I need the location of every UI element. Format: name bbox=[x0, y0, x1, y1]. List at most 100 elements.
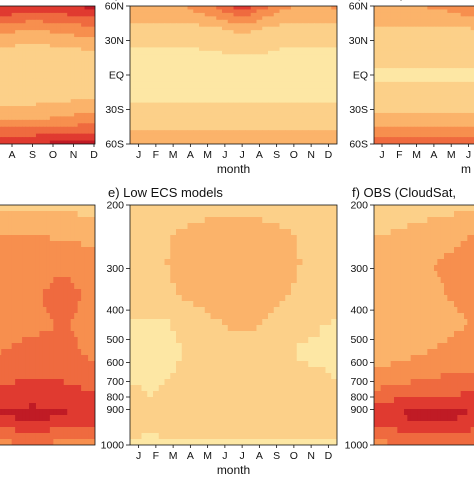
heat-cell bbox=[29, 23, 33, 27]
heat-cell bbox=[39, 120, 43, 124]
heat-cell bbox=[182, 58, 188, 62]
heat-cell bbox=[222, 34, 228, 38]
heat-cell bbox=[1, 16, 5, 20]
heat-cell bbox=[193, 9, 199, 13]
heat-cell bbox=[285, 99, 291, 103]
heat-cell bbox=[53, 9, 57, 13]
heat-cell bbox=[234, 54, 240, 58]
heat-cell bbox=[26, 120, 30, 124]
heat-cell bbox=[64, 23, 68, 27]
heat-cell bbox=[15, 82, 19, 86]
heat-cell bbox=[26, 34, 30, 38]
heat-cell bbox=[71, 65, 75, 69]
heat-cell bbox=[43, 283, 47, 290]
heat-cell bbox=[239, 130, 245, 134]
heat-cell bbox=[29, 277, 33, 284]
heat-cell bbox=[176, 41, 182, 45]
heat-cell bbox=[188, 85, 194, 89]
heat-cell bbox=[39, 23, 43, 27]
heat-cell bbox=[268, 96, 274, 100]
heat-cell bbox=[285, 68, 291, 72]
heat-cell bbox=[46, 47, 50, 51]
heat-cell bbox=[142, 110, 148, 114]
heat-cell bbox=[222, 82, 228, 86]
heat-cell bbox=[182, 54, 188, 58]
heat-cell bbox=[257, 99, 263, 103]
heat-cell bbox=[136, 68, 142, 72]
heat-cell bbox=[60, 217, 64, 224]
heat-cell bbox=[228, 61, 234, 65]
heat-cell bbox=[199, 9, 205, 13]
heat-cell bbox=[39, 259, 43, 266]
heat-cell bbox=[147, 116, 153, 120]
heat-cell bbox=[251, 51, 257, 55]
heat-cell bbox=[67, 295, 71, 302]
heat-cell bbox=[22, 247, 26, 254]
heat-cell bbox=[26, 110, 30, 114]
heat-cell bbox=[1, 6, 5, 10]
heat-cell bbox=[251, 110, 257, 114]
heat-cell bbox=[291, 72, 297, 76]
heat-cell bbox=[136, 120, 142, 124]
heat-cell bbox=[182, 47, 188, 51]
heat-cell bbox=[19, 20, 23, 24]
heat-cell bbox=[33, 54, 37, 58]
heat-cell bbox=[228, 120, 234, 124]
y-tick-label: 30S bbox=[105, 104, 124, 116]
heat-cell bbox=[262, 89, 268, 93]
heat-cell bbox=[245, 96, 251, 100]
heat-cell bbox=[88, 23, 92, 27]
heat-cell bbox=[5, 289, 9, 296]
heat-cell bbox=[85, 289, 89, 296]
heat-cell bbox=[130, 116, 136, 120]
heat-cell bbox=[67, 253, 71, 260]
heat-cell bbox=[78, 82, 82, 86]
heat-cell bbox=[239, 106, 245, 110]
heat-cell bbox=[199, 34, 205, 38]
heat-cell bbox=[308, 16, 314, 20]
heat-cell bbox=[251, 89, 257, 93]
heat-cell bbox=[71, 235, 75, 242]
heat-cell bbox=[39, 85, 43, 89]
heat-cell bbox=[29, 13, 33, 17]
heat-cell bbox=[33, 229, 37, 236]
heat-cell bbox=[285, 44, 291, 48]
heat-cell bbox=[64, 89, 68, 93]
heat-cell bbox=[53, 34, 57, 38]
heat-cell bbox=[303, 30, 309, 34]
heat-cell bbox=[71, 229, 75, 236]
heat-cell bbox=[205, 120, 211, 124]
heat-cell bbox=[280, 47, 286, 51]
heat-cell bbox=[326, 113, 332, 117]
heat-cell bbox=[71, 265, 75, 272]
heat-cell bbox=[88, 253, 92, 260]
heat-cell bbox=[193, 137, 199, 141]
heat-cell bbox=[153, 106, 159, 110]
heat-cell bbox=[251, 6, 257, 10]
heat-cell bbox=[170, 47, 176, 51]
heat-cell bbox=[205, 16, 211, 20]
heat-cell bbox=[67, 27, 71, 31]
heat-cell bbox=[136, 113, 142, 117]
heat-cell bbox=[74, 277, 78, 284]
heat-cell bbox=[12, 103, 16, 107]
heat-cell bbox=[8, 65, 12, 69]
heat-cell bbox=[159, 123, 165, 127]
heat-cell bbox=[314, 51, 320, 55]
heat-cell bbox=[142, 27, 148, 31]
heat-cell bbox=[147, 130, 153, 134]
heat-cell bbox=[239, 68, 245, 72]
heat-cell bbox=[1, 137, 5, 141]
heat-cell bbox=[60, 110, 64, 114]
heat-cell bbox=[29, 68, 33, 72]
heat-cell bbox=[67, 44, 71, 48]
heat-cell bbox=[159, 9, 165, 13]
heat-cell bbox=[46, 120, 50, 124]
panel-d bbox=[0, 205, 96, 446]
heat-cell bbox=[26, 51, 30, 55]
heat-cell bbox=[239, 61, 245, 65]
heat-cell bbox=[46, 78, 50, 82]
heat-cell bbox=[85, 54, 89, 58]
heat-cell bbox=[12, 113, 16, 117]
